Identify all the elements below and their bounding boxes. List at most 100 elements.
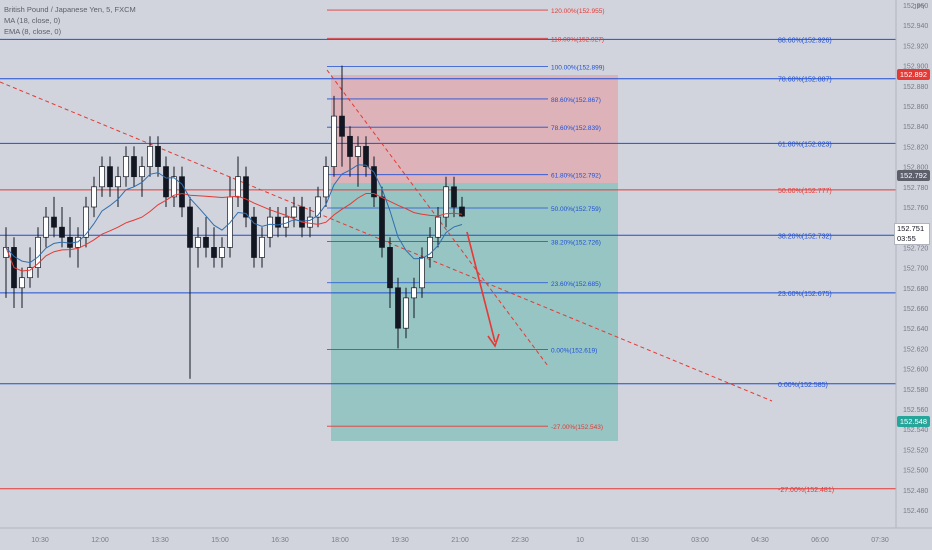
currency-label: JPY xyxy=(913,4,926,11)
candle-body xyxy=(331,115,337,167)
price-tick-label: 152.820 xyxy=(903,144,928,151)
time-tick-label: 10:30 xyxy=(31,537,49,544)
fib-small-label: 120.00%(152.955) xyxy=(551,8,605,15)
candle-body xyxy=(27,267,33,279)
price-tick-label: 152.720 xyxy=(903,245,928,252)
price-tag: 152.792 xyxy=(896,169,930,181)
candle-body xyxy=(395,287,401,329)
ema-8-line xyxy=(5,164,463,264)
fib-large-label: 78.60%(152.887) xyxy=(778,77,832,84)
trendline-dashed[interactable] xyxy=(0,81,773,402)
price-tick-label: 152.700 xyxy=(903,266,928,273)
price-tick-label: 152.940 xyxy=(903,23,928,30)
candle-body xyxy=(459,206,465,217)
fib-small-label: 88.60%(152.867) xyxy=(551,97,601,104)
price-tick-label: 152.900 xyxy=(903,64,928,71)
time-tick-label: 19:30 xyxy=(391,537,409,544)
price-tag: 152.548 xyxy=(896,416,930,428)
time-tick-label: 06:00 xyxy=(811,537,829,544)
candle-body xyxy=(147,146,153,167)
price-tick-label: 152.780 xyxy=(903,185,928,192)
price-tick-label: 152.640 xyxy=(903,326,928,333)
current-price-tag: 152.751 03:55 xyxy=(894,223,930,245)
candle-body xyxy=(123,156,129,178)
candle-body xyxy=(235,176,241,198)
take-profit-zone xyxy=(331,183,618,441)
price-tick-label: 152.960 xyxy=(903,3,928,10)
price-tick-label: 152.560 xyxy=(903,407,928,414)
candle-body xyxy=(179,176,185,208)
candle-body xyxy=(355,146,361,157)
fib-small-label: 110.00%(152.927) xyxy=(551,36,604,43)
price-tick-label: 152.480 xyxy=(903,488,928,495)
time-tick-label: 15:00 xyxy=(211,537,229,544)
candle-body xyxy=(51,216,57,228)
price-tick-label: 152.520 xyxy=(903,447,928,454)
candle-body xyxy=(419,257,425,289)
candle-body xyxy=(203,236,209,248)
candle-body xyxy=(275,216,281,228)
candle-body xyxy=(451,186,457,208)
candle-body xyxy=(243,176,249,218)
price-tick-label: 152.920 xyxy=(903,43,928,50)
indicator-legend: British Pound / Japanese Yen, 5, FXCM MA… xyxy=(4,4,136,37)
candle-body xyxy=(267,216,273,238)
time-tick-label: 12:00 xyxy=(91,537,109,544)
price-tick-label: 152.600 xyxy=(903,367,928,374)
fib-large-label: 38.20%(152.732) xyxy=(778,233,832,240)
candle-body xyxy=(251,216,257,258)
candle-body xyxy=(411,287,417,299)
fib-small-label: 100.00%(152.899) xyxy=(551,65,605,72)
candle-body xyxy=(443,186,449,218)
candle-body xyxy=(83,206,89,238)
time-tick-label: 03:00 xyxy=(691,537,709,544)
price-tick-label: 152.660 xyxy=(903,306,928,313)
candle-body xyxy=(163,166,169,198)
projection-arrow-shaft[interactable] xyxy=(466,231,496,343)
candle-body xyxy=(107,166,113,188)
time-tick-label: 07:30 xyxy=(871,537,889,544)
candle-body xyxy=(371,166,377,198)
fib-large-label: 61.80%(152.823) xyxy=(778,141,832,148)
candle-body xyxy=(59,226,65,238)
fib-large-label: 88.60%(152.926) xyxy=(778,37,832,44)
fib-small-label: 61.80%(152.792) xyxy=(551,173,601,180)
time-tick-label: 22:30 xyxy=(511,537,529,544)
price-tick-label: 152.840 xyxy=(903,124,928,131)
time-tick-label: 16:30 xyxy=(271,537,289,544)
time-tick-label: 10 xyxy=(576,537,584,544)
price-tick-label: 152.860 xyxy=(903,104,928,111)
fib-small-label: 38.20%(152.726) xyxy=(551,239,601,246)
candle-body xyxy=(307,216,313,228)
fib-small-label: 0.00%(152.619) xyxy=(551,347,597,354)
candle-body xyxy=(363,146,369,167)
stop-loss-zone xyxy=(331,75,618,183)
ema-legend: EMA (8, close, 0) xyxy=(4,27,62,36)
price-tick-label: 152.800 xyxy=(903,165,928,172)
candle-body xyxy=(139,166,145,178)
time-tick-label: 13:30 xyxy=(151,537,169,544)
fib-large-label: -27.00%(152.481) xyxy=(778,487,834,494)
candle-body xyxy=(427,236,433,258)
candle-body xyxy=(211,247,217,258)
candle-body xyxy=(19,277,25,289)
price-tick-label: 152.460 xyxy=(903,508,928,515)
candle-body xyxy=(323,166,329,198)
price-tag: 152.892 xyxy=(896,68,930,80)
candle-body xyxy=(43,216,49,238)
candle-body xyxy=(67,236,73,248)
candle-body xyxy=(347,135,353,157)
candle-body xyxy=(99,166,105,188)
candle-body xyxy=(131,156,137,178)
candle-body xyxy=(339,115,345,137)
candle-body xyxy=(115,176,121,188)
candle-body xyxy=(171,176,177,198)
bar-countdown: 03:55 xyxy=(897,234,916,243)
fib-large-label: 0.00%(152.585) xyxy=(778,382,828,389)
price-tick-label: 152.500 xyxy=(903,468,928,475)
ma-legend: MA (18, close, 0) xyxy=(4,16,61,25)
candle-body xyxy=(219,247,225,258)
candle-body xyxy=(291,206,297,218)
fib-small-label: -27.00%(152.543) xyxy=(551,424,603,431)
